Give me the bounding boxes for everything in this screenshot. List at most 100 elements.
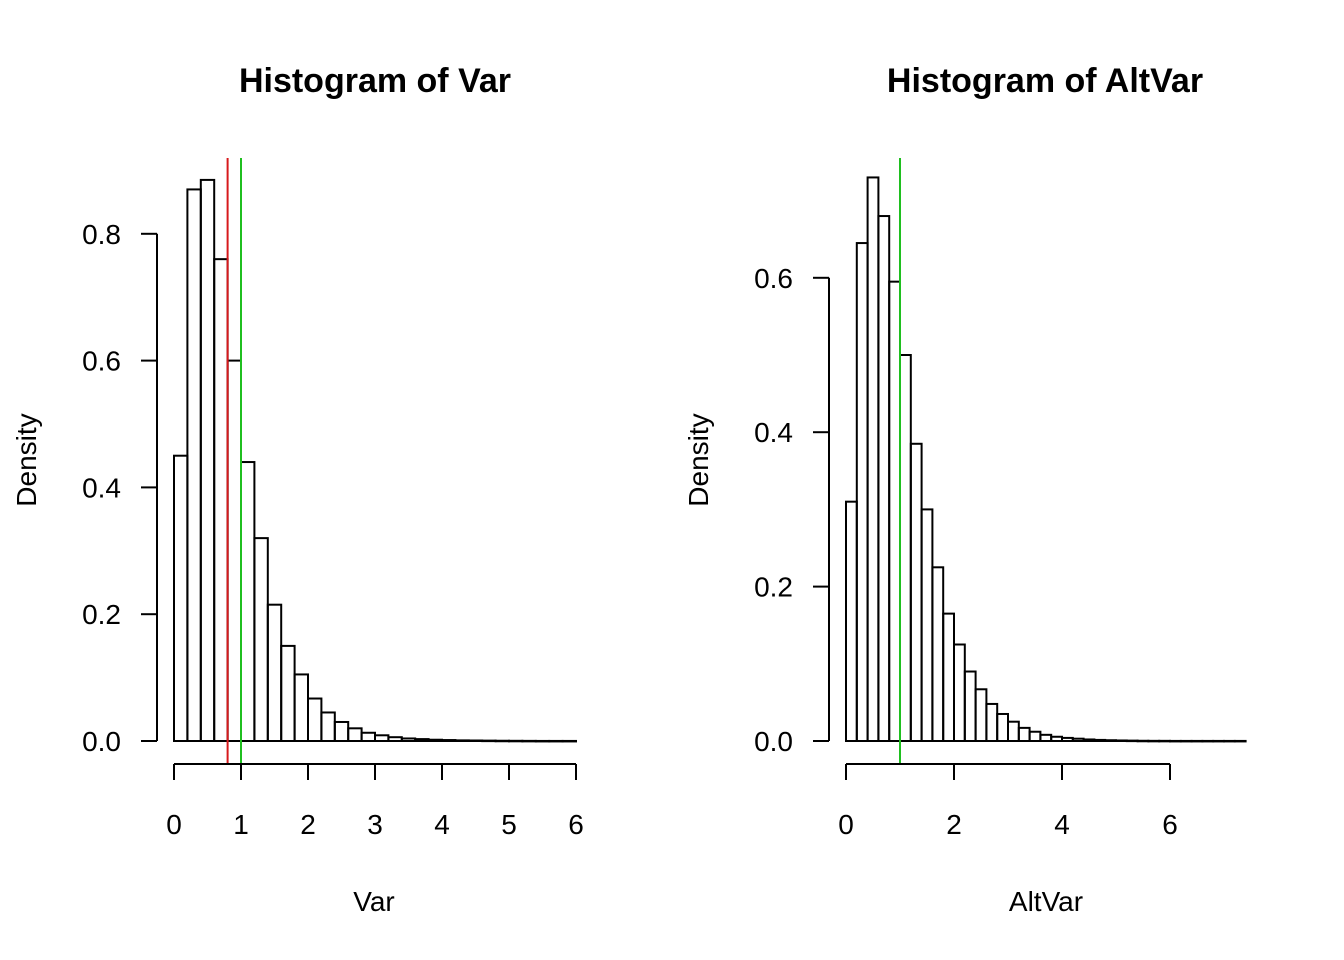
histogram-bar: [213, 258, 229, 742]
y-tick-label: 0.2: [82, 599, 121, 630]
histogram-bar: [1158, 739, 1171, 743]
x-tick-label: 4: [434, 809, 450, 840]
histogram-bar: [280, 644, 296, 743]
histogram-bar: [347, 727, 363, 743]
histogram-bar: [1082, 738, 1096, 742]
histogram-bar: [963, 670, 977, 743]
y-axis: 0.0 0.2 0.4 0.6 0.8: [82, 219, 158, 757]
x-tick-label: 4: [1054, 809, 1070, 840]
histogram-bar: [1169, 739, 1182, 743]
x-tick-label: 2: [946, 809, 962, 840]
histogram-bar: [985, 702, 999, 742]
histogram-bar: [1212, 739, 1225, 743]
histogram-bar: [481, 739, 497, 743]
histogram-bar: [1093, 738, 1107, 742]
histogram-bar: [1223, 739, 1236, 743]
bars: [845, 176, 1247, 743]
histogram-bar: [307, 697, 323, 742]
histogram-bar: [561, 739, 577, 743]
histogram-bar: [467, 739, 484, 742]
histogram-bar: [920, 508, 934, 742]
histogram-bar: [1017, 726, 1031, 742]
histogram-bar: [1136, 739, 1150, 743]
x-tick-label: 5: [501, 809, 517, 840]
histogram-bar: [400, 737, 417, 742]
histogram-bar: [1115, 739, 1128, 742]
y-tick-label: 0.4: [754, 417, 793, 448]
y-tick-label: 0.6: [82, 346, 121, 377]
histogram-bar: [173, 454, 189, 742]
histogram-bar: [253, 537, 269, 742]
x-axis: 0 1 2 3 4 5 6: [166, 763, 584, 840]
y-axis-label: Density: [683, 413, 714, 506]
histogram-bar: [1007, 720, 1020, 743]
y-tick-label: 0.0: [82, 726, 121, 757]
histogram-bar: [1071, 737, 1085, 743]
histogram-bar: [888, 280, 902, 742]
histogram-bar: [240, 461, 256, 742]
x-axis-label: Var: [353, 886, 395, 917]
bars: [173, 178, 577, 743]
histogram-bar: [1233, 739, 1247, 743]
histogram-bar: [1179, 739, 1193, 743]
x-tick-label: 3: [367, 809, 383, 840]
histogram-bar: [226, 359, 243, 742]
panel-histogram-var: Histogram of Var Var Density 0 1 2 3 4 5 6 0.0…: [11, 62, 584, 917]
histogram-bar: [534, 739, 551, 743]
histogram-bar: [387, 736, 403, 742]
histogram-bar: [320, 711, 336, 742]
histogram-bar: [494, 739, 511, 743]
x-axis: 0 2 4 6: [838, 763, 1178, 840]
chart-title: Histogram of Var: [239, 62, 511, 100]
y-axis-label: Density: [11, 413, 42, 506]
histogram-bar: [1147, 739, 1161, 743]
y-tick-label: 0.6: [754, 263, 793, 294]
histogram-bar: [427, 738, 444, 742]
chart-title: Histogram of AltVar: [887, 62, 1203, 100]
histogram-bar: [293, 673, 310, 742]
histogram-bar: [1050, 735, 1063, 743]
x-tick-label: 0: [838, 809, 854, 840]
histogram-bar: [374, 734, 390, 743]
x-tick-label: 1: [233, 809, 249, 840]
histogram-bar: [942, 612, 956, 742]
x-tick-label: 6: [1162, 809, 1178, 840]
histogram-bar: [1201, 739, 1215, 743]
y-tick-label: 0.0: [754, 726, 793, 757]
histogram-bar: [866, 176, 880, 742]
histogram-bar: [953, 643, 966, 742]
histogram-bar: [414, 738, 430, 743]
histogram-bar: [454, 739, 470, 743]
histogram-bar: [186, 188, 202, 743]
histogram-bar: [1125, 739, 1139, 743]
histogram-bar: [1190, 739, 1204, 743]
x-axis-label: AltVar: [1009, 886, 1083, 917]
y-axis: 0.0 0.2 0.4 0.6: [754, 263, 830, 757]
y-tick-label: 0.8: [82, 219, 121, 250]
histogram-bar: [877, 215, 891, 743]
histogram-bar: [199, 178, 216, 743]
histogram-bar: [333, 720, 350, 742]
x-tick-label: 2: [300, 809, 316, 840]
histogram-bar: [855, 242, 869, 742]
histogram-bar: [521, 739, 537, 743]
x-tick-label: 6: [568, 809, 584, 840]
histogram-bar: [1039, 733, 1053, 742]
histogram-bar: [974, 688, 988, 742]
y-tick-label: 0.2: [754, 572, 793, 603]
x-tick-label: 0: [166, 809, 182, 840]
histogram-bar: [899, 354, 912, 742]
histogram-bar: [909, 442, 923, 742]
histogram-bar: [360, 731, 377, 742]
y-tick-label: 0.4: [82, 472, 121, 503]
histogram-bar: [1104, 739, 1117, 743]
histogram-bar: [845, 500, 858, 742]
histogram-bar: [508, 739, 524, 743]
histogram-bar: [441, 739, 457, 743]
histogram-bar: [931, 566, 945, 742]
histogram-bar: [996, 712, 1010, 742]
histogram-bar: [1061, 736, 1074, 742]
histogram-bar: [1028, 730, 1042, 743]
